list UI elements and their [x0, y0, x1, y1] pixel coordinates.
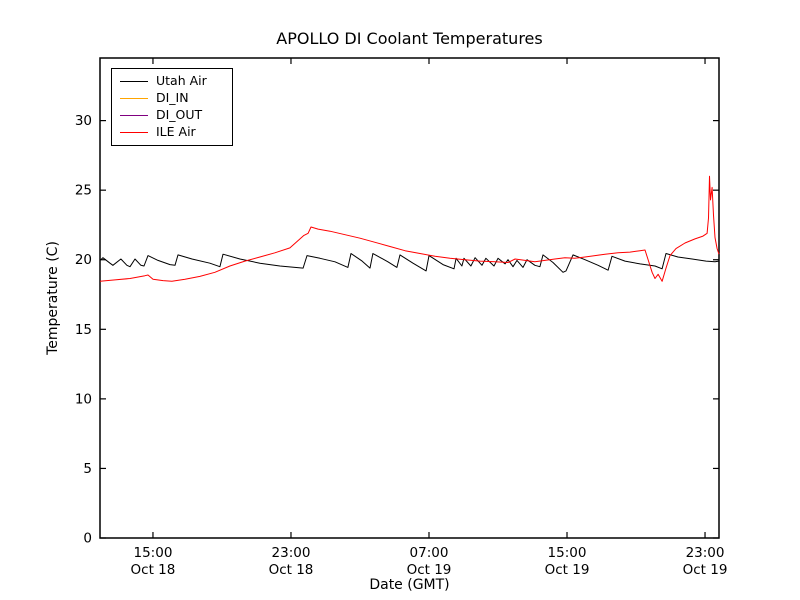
x-tick-label: 23:00: [686, 545, 725, 561]
x-tick-label: Oct 19: [683, 562, 728, 578]
series-lines: [99, 175, 720, 282]
y-tick-label: 0: [83, 531, 92, 547]
y-tick-label: 10: [75, 391, 92, 407]
y-tick-label: 25: [75, 183, 92, 199]
x-tick-label: 23:00: [272, 545, 311, 561]
x-tick-label: Oct 18: [269, 562, 314, 578]
y-tick-label: 5: [83, 461, 92, 477]
series-line-ile-air: [99, 175, 720, 282]
legend-line-swatch: [120, 97, 148, 99]
x-tick-label: Oct 18: [131, 562, 176, 578]
x-axis-title: Date (GMT): [369, 577, 449, 593]
plot-border: [99, 57, 720, 539]
legend-item-di-in: DI_IN: [120, 91, 224, 105]
series-line-utah-air: [99, 253, 720, 273]
legend-label: DI_OUT: [156, 107, 203, 122]
chart-title: APOLLO DI Coolant Temperatures: [276, 29, 542, 48]
x-tick-label: 07:00: [410, 545, 449, 561]
y-tick-label: 20: [75, 252, 92, 268]
legend-item-di-out: DI_OUT: [120, 108, 224, 122]
x-tick-label: Oct 19: [407, 562, 452, 578]
plot-area-frame: [99, 57, 720, 539]
legend-label: ILE Air: [156, 124, 196, 139]
legend-line-swatch: [120, 131, 148, 133]
y-axis-title: Temperature (C): [45, 241, 61, 356]
legend-item-ile-air: ILE Air: [120, 125, 224, 139]
x-tick-label: Oct 19: [545, 562, 590, 578]
legend-line-swatch: [120, 80, 148, 82]
legend-box: Utah Air DI_IN DI_OUT ILE Air: [111, 68, 233, 146]
legend-line-swatch: [120, 114, 148, 116]
legend-label: Utah Air: [156, 73, 207, 88]
legend-item-utah-air: Utah Air: [120, 74, 224, 88]
legend-label: DI_IN: [156, 90, 189, 105]
x-tick-label: 15:00: [548, 545, 587, 561]
y-tick-label: 30: [75, 113, 92, 129]
x-tick-label: 15:00: [134, 545, 173, 561]
y-tick-label: 15: [75, 322, 92, 338]
